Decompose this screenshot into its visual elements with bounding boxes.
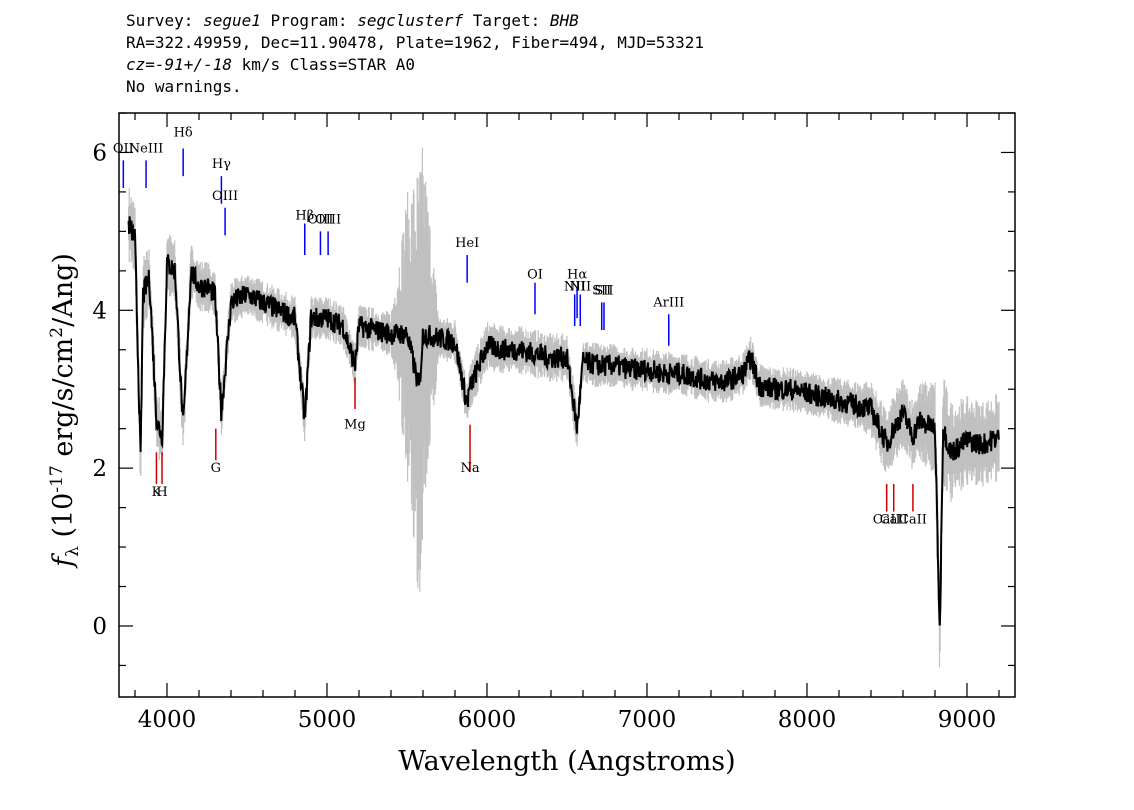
absorption-line-label: G — [211, 461, 221, 476]
program-value: segclusterf — [357, 11, 464, 30]
header-line-2: RA=322.49959, Dec=11.90478, Plate=1962, … — [126, 33, 704, 52]
header-line-3: cz=-91+/-18 km/s Class=STAR A0 — [126, 54, 704, 76]
emission-line-label: SII — [594, 284, 613, 299]
header-line-1: Survey: segue1 Program: segclusterf Targ… — [126, 10, 704, 32]
x-axis-title: Wavelength (Angstroms) — [398, 746, 735, 777]
plot-frame — [118, 112, 1016, 698]
absorption-line-label: Na — [460, 461, 479, 476]
target-label: Target: — [463, 11, 550, 30]
emission-line-label: Hγ — [212, 157, 231, 172]
spectrum-header: Survey: segue1 Program: segclusterf Targ… — [126, 10, 704, 98]
header-line-4: No warnings. — [126, 77, 242, 96]
flux-series-line — [127, 216, 1000, 626]
emission-line-label: NII — [564, 280, 586, 295]
absorption-line-label: H — [156, 485, 167, 500]
y-tick-label: 0 — [92, 614, 107, 640]
emission-line-label: Hβ — [295, 209, 314, 224]
axes: 4000 5000 6000 7000 8000 9000 0 2 4 6 — [92, 112, 1015, 733]
emission-line-label: OIII — [315, 212, 341, 227]
x-tick-label: 5000 — [298, 707, 357, 733]
program-label: Program: — [260, 11, 358, 30]
y-tick-label: 4 — [92, 298, 107, 324]
emission-line-label: NII — [569, 280, 591, 295]
class-text: km/s Class=STAR A0 — [231, 55, 415, 74]
absorption-line-label: CaII — [880, 512, 908, 527]
redshift-value: cz=-91+/-18 — [126, 55, 232, 74]
emission-line-label: Hα — [567, 268, 587, 283]
y-axis-title: fλ (10-17 erg/s/cm2/Ang) — [47, 253, 83, 569]
x-tick-label: 4000 — [138, 707, 197, 733]
absorption-line-label: CaII — [899, 512, 927, 527]
emission-line-label: SII — [592, 284, 611, 299]
x-tick-label: 8000 — [778, 707, 837, 733]
absorption-line-label: K — [152, 485, 162, 500]
emission-line-label: OIII — [212, 189, 238, 204]
x-tick-label: 9000 — [938, 707, 997, 733]
emission-line-label: HeI — [455, 236, 479, 251]
absorption-line-label: Mg — [344, 418, 366, 433]
emission-line-label: OIII — [307, 212, 333, 227]
survey-value: segue1 — [203, 11, 261, 30]
y-tick-label: 2 — [92, 456, 107, 482]
survey-label: Survey: — [126, 11, 204, 30]
emission-line-label: NeIII — [129, 141, 163, 156]
emission-line-label: Hδ — [174, 126, 193, 141]
target-value: BHB — [549, 11, 579, 30]
x-tick-label: 6000 — [458, 707, 517, 733]
absorption-line-label: CaII — [873, 512, 901, 527]
emission-line-label: OI — [527, 268, 543, 283]
y-tick-label: 6 — [92, 140, 107, 166]
emission-line-label: ArIII — [652, 295, 684, 310]
x-tick-label: 7000 — [618, 707, 677, 733]
